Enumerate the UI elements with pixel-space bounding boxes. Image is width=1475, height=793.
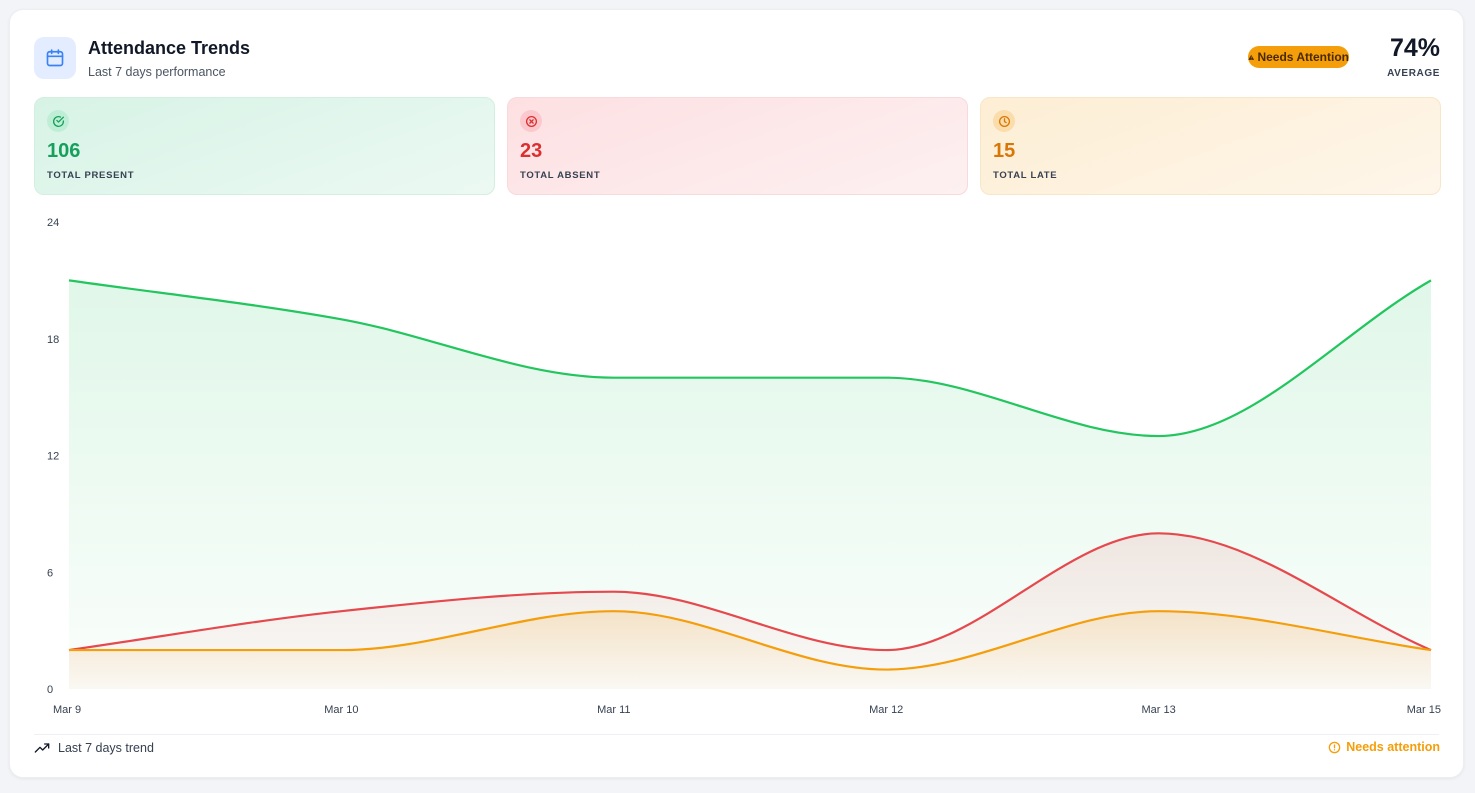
- total-late-value: 15: [993, 140, 1016, 162]
- series-line-present: [68, 279, 1432, 438]
- average-value: 74%: [1389, 34, 1440, 62]
- attendance-card: Attendance Trends Last 7 days performanc…: [9, 9, 1464, 778]
- trending-up-icon: [34, 743, 50, 753]
- y-tick-label: 24: [47, 217, 59, 229]
- alert-circle-icon: [1328, 741, 1341, 753]
- attendance-chart: 0 6 12 18 24 Mar 9 Mar 10 Mar 11 Mar 12 Mar 13 Mar…: [47, 217, 1441, 716]
- footer-status: Needs attention: [1328, 740, 1440, 754]
- total-late-label: TOTAL LATE: [993, 170, 1058, 181]
- series-line-absent: [68, 532, 1432, 652]
- total-present-label: TOTAL PRESENT: [47, 170, 135, 181]
- y-tick-label: 12: [47, 451, 59, 463]
- stat-card-absent: 23 TOTAL ABSENT: [507, 97, 968, 195]
- total-present-value: 106: [47, 140, 81, 162]
- status-badge-label: Needs Attention: [1257, 50, 1349, 64]
- total-absent-value: 23: [520, 140, 543, 162]
- x-tick-label: Mar 10: [324, 704, 358, 716]
- x-tick-label: Mar 11: [597, 704, 630, 716]
- footer-trend: Last 7 days trend: [34, 740, 154, 756]
- check-circle-icon: [47, 110, 69, 132]
- series-area-late: [69, 611, 1431, 689]
- x-tick-label: Mar 15: [1407, 704, 1441, 716]
- average-label: AVERAGE: [1387, 68, 1440, 79]
- y-tick-label: 0: [47, 684, 53, 696]
- footer-trend-label: Last 7 days trend: [58, 741, 154, 755]
- total-absent-label: TOTAL ABSENT: [520, 170, 601, 181]
- footer-divider: [34, 734, 1439, 735]
- x-tick-label: Mar 13: [1141, 704, 1175, 716]
- page-subtitle: Last 7 days performance: [88, 65, 226, 79]
- calendar-icon: [34, 37, 76, 79]
- stat-card-late: 15 TOTAL LATE: [980, 97, 1441, 195]
- stat-card-present: 106 TOTAL PRESENT: [34, 97, 495, 195]
- page-title: Attendance Trends: [88, 38, 251, 58]
- x-circle-icon: [520, 110, 542, 132]
- footer-status-label: Needs attention: [1346, 740, 1440, 754]
- warning-icon: [1248, 54, 1255, 60]
- x-tick-label: Mar 12: [869, 704, 903, 716]
- status-badge: Needs Attention: [1248, 46, 1349, 68]
- y-tick-label: 18: [47, 334, 59, 346]
- series-line-late: [69, 610, 1432, 671]
- x-tick-label: Mar 9: [53, 704, 81, 716]
- y-tick-label: 6: [47, 567, 53, 579]
- clock-icon: [993, 110, 1015, 132]
